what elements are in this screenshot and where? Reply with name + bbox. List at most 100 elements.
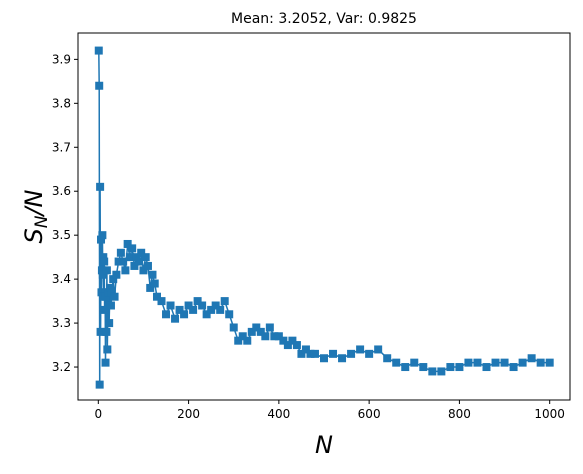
data-point bbox=[132, 253, 141, 262]
x-tick-label: 800 bbox=[448, 407, 471, 421]
y-tick-label: 3.8 bbox=[52, 96, 71, 110]
x-tick-label: 1000 bbox=[534, 407, 565, 421]
data-point bbox=[123, 239, 132, 248]
data-point bbox=[110, 292, 119, 301]
data-point bbox=[247, 327, 256, 336]
data-point bbox=[383, 354, 392, 363]
data-point bbox=[437, 367, 446, 376]
data-point bbox=[130, 261, 139, 270]
data-point bbox=[119, 257, 128, 266]
data-point bbox=[428, 367, 437, 376]
data-point bbox=[536, 358, 545, 367]
data-point bbox=[102, 266, 111, 275]
data-point bbox=[99, 253, 108, 262]
data-point bbox=[139, 266, 148, 275]
data-point bbox=[320, 354, 328, 363]
series-layer bbox=[94, 46, 554, 389]
y-tick-label: 3.4 bbox=[52, 272, 71, 286]
data-point bbox=[184, 301, 193, 310]
data-point bbox=[301, 345, 310, 354]
y-axis-label: SN/N bbox=[20, 189, 52, 243]
data-point bbox=[482, 363, 491, 372]
data-point bbox=[347, 349, 356, 358]
data-point bbox=[356, 345, 365, 354]
x-tick-label: 200 bbox=[177, 407, 200, 421]
data-point bbox=[189, 305, 198, 314]
data-point bbox=[148, 270, 157, 279]
data-point bbox=[243, 336, 252, 345]
data-point bbox=[95, 380, 104, 389]
data-point bbox=[473, 358, 482, 367]
chart-title: Mean: 3.2052, Var: 0.9825 bbox=[231, 11, 417, 27]
data-point bbox=[114, 257, 123, 266]
data-point bbox=[146, 283, 155, 292]
data-point bbox=[288, 336, 297, 345]
data-point bbox=[500, 358, 509, 367]
y-axis-label-subscript: N bbox=[32, 215, 52, 228]
data-point bbox=[252, 323, 261, 332]
data-point bbox=[150, 279, 159, 288]
y-tick-label: 3.6 bbox=[52, 184, 71, 198]
data-point bbox=[256, 327, 265, 336]
data-point bbox=[211, 301, 220, 310]
y-tick-label: 3.5 bbox=[52, 228, 71, 242]
y-tick-label: 3.7 bbox=[52, 140, 71, 154]
data-point bbox=[96, 327, 105, 336]
data-point bbox=[464, 358, 473, 367]
data-point bbox=[283, 341, 292, 350]
data-point bbox=[121, 266, 130, 275]
data-point bbox=[134, 257, 143, 266]
data-point bbox=[202, 310, 211, 319]
data-point bbox=[137, 248, 146, 257]
data-point bbox=[96, 182, 105, 191]
y-axis-ticks: 3.2 3.3 3.4 3.5 3.6 3.7 3.8 3.9 bbox=[52, 52, 78, 374]
data-point bbox=[261, 332, 270, 341]
data-point bbox=[365, 349, 374, 358]
y-axis-label-main: S bbox=[20, 228, 48, 243]
data-point bbox=[292, 341, 301, 350]
data-point bbox=[152, 292, 161, 301]
data-point bbox=[105, 319, 114, 328]
data-point bbox=[107, 288, 116, 297]
x-axis-label: N bbox=[315, 431, 333, 459]
data-point bbox=[229, 323, 238, 332]
data-point bbox=[109, 275, 118, 284]
data-point bbox=[491, 358, 500, 367]
data-point bbox=[193, 297, 202, 306]
data-point bbox=[141, 253, 150, 262]
x-tick-label: 0 bbox=[94, 407, 102, 421]
y-axis-label-tail: /N bbox=[20, 189, 48, 217]
data-point bbox=[338, 354, 347, 363]
data-point bbox=[112, 270, 121, 279]
data-point bbox=[171, 314, 180, 323]
data-point bbox=[97, 266, 106, 275]
data-point bbox=[410, 358, 419, 367]
data-point bbox=[401, 363, 410, 372]
data-point bbox=[100, 257, 109, 266]
data-point bbox=[106, 301, 115, 310]
data-point bbox=[374, 345, 383, 354]
data-point bbox=[274, 332, 283, 341]
data-point bbox=[220, 297, 229, 306]
plot-frame bbox=[77, 32, 571, 401]
data-point bbox=[98, 231, 107, 240]
data-point bbox=[329, 349, 338, 358]
data-point bbox=[455, 363, 464, 372]
data-point bbox=[97, 235, 106, 244]
data-point bbox=[545, 358, 554, 367]
data-point bbox=[125, 253, 134, 262]
data-point bbox=[116, 248, 125, 257]
data-point bbox=[166, 301, 175, 310]
data-point bbox=[225, 310, 234, 319]
data-point bbox=[234, 336, 243, 345]
data-point bbox=[216, 305, 225, 314]
data-point bbox=[518, 358, 527, 367]
y-tick-label: 3.3 bbox=[52, 316, 71, 330]
data-point bbox=[527, 354, 536, 363]
data-point bbox=[162, 310, 171, 319]
data-point bbox=[100, 305, 109, 314]
data-point bbox=[101, 358, 110, 367]
data-point bbox=[238, 332, 247, 341]
